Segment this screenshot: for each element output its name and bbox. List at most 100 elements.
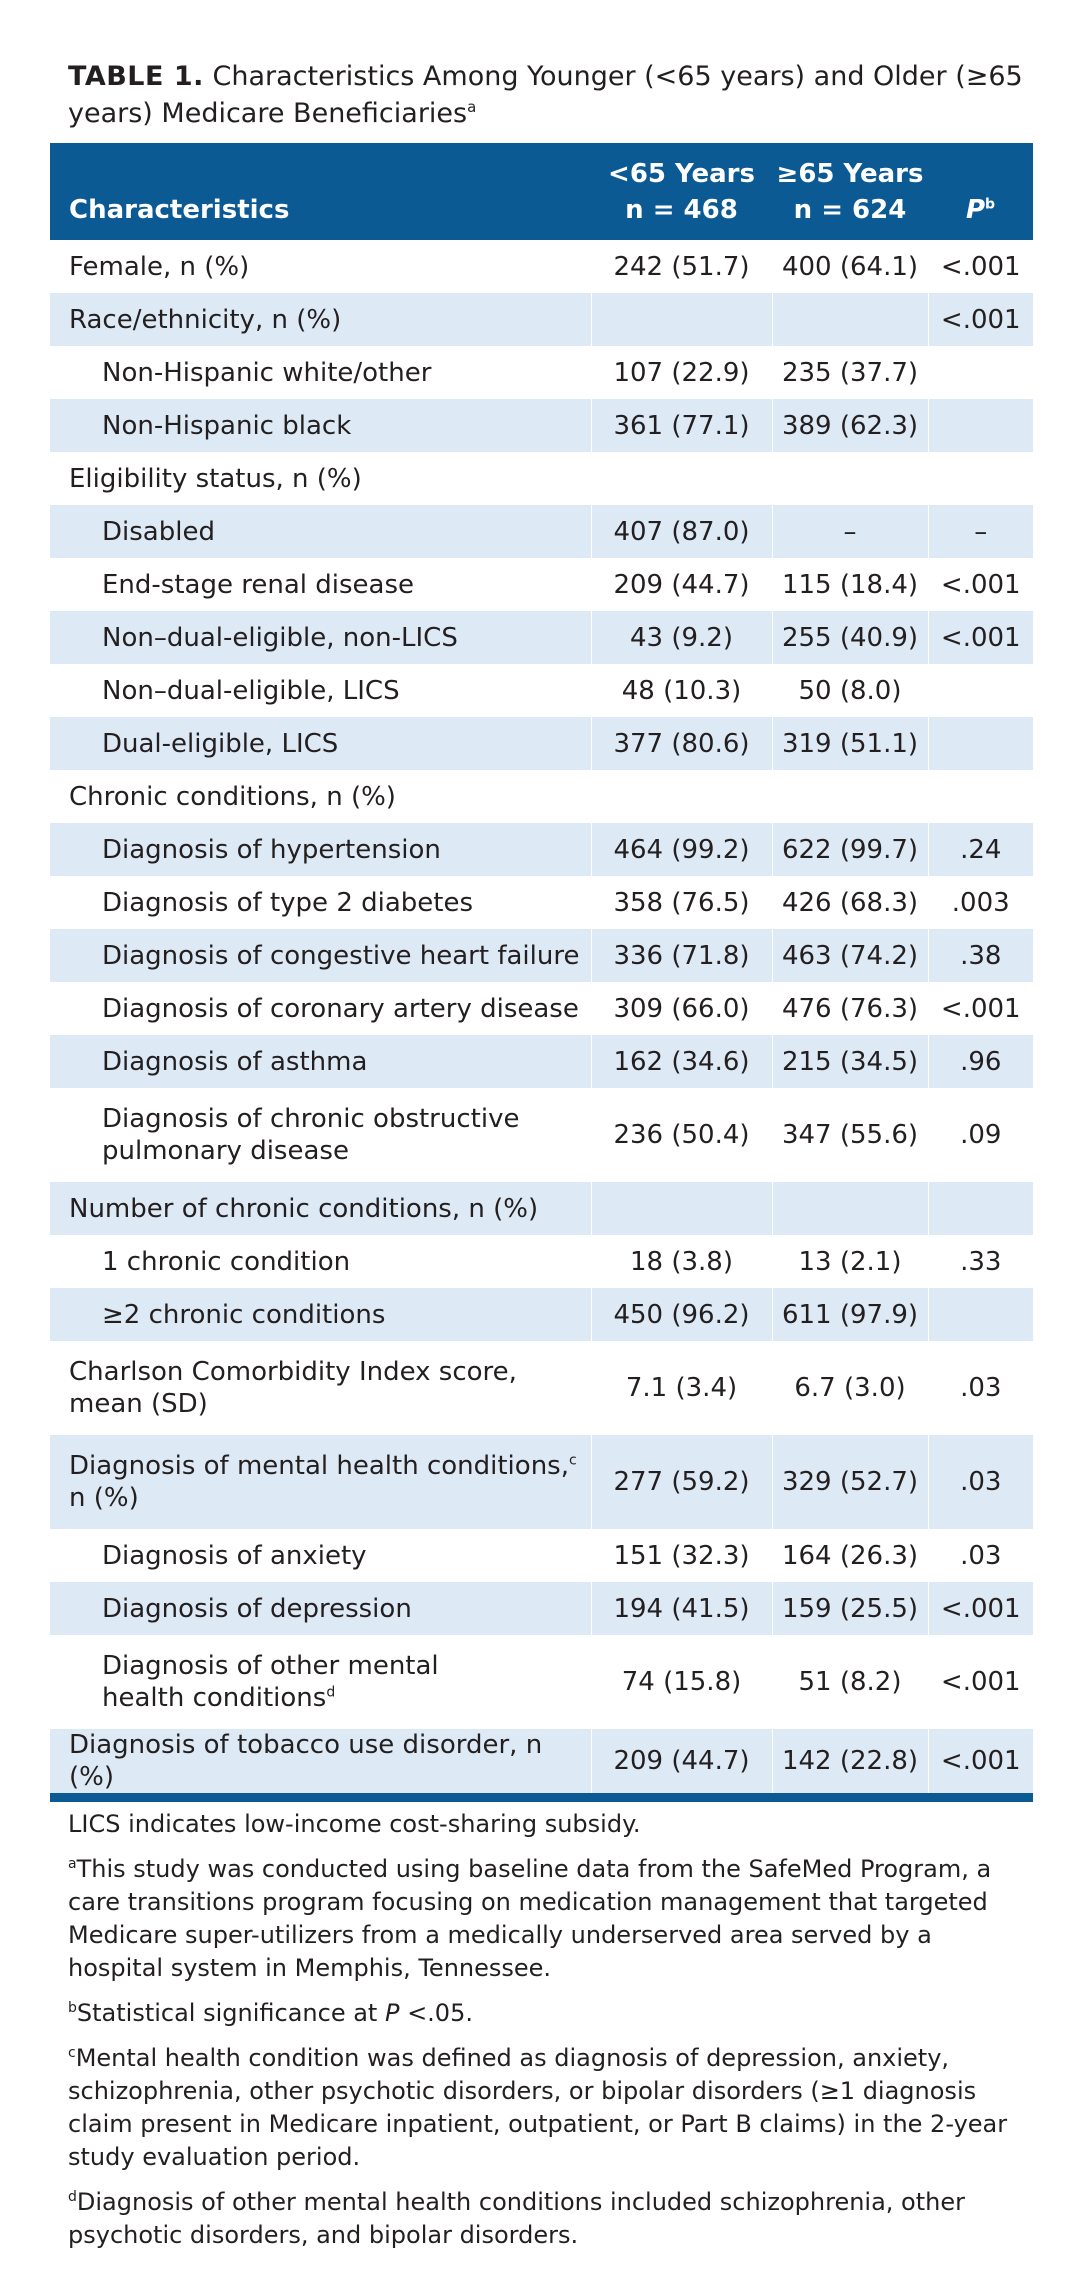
cell-under-65: 336 (71.8) bbox=[591, 929, 773, 982]
table-row: Diagnosis of chronic obstructive pulmonar… bbox=[50, 1088, 1033, 1182]
cell-65-plus: 319 (51.1) bbox=[772, 717, 929, 770]
cell-65-plus: – bbox=[772, 505, 929, 558]
footnote-d: dDiagnosis of other mental health condit… bbox=[68, 2188, 965, 2249]
cell-under-65: 407 (87.0) bbox=[591, 505, 773, 558]
row-label: Diagnosis of type 2 diabetes bbox=[50, 876, 592, 929]
cell-65-plus: 255 (40.9) bbox=[772, 611, 929, 664]
cell-65-plus bbox=[772, 770, 929, 823]
cell-under-65: 151 (32.3) bbox=[591, 1529, 773, 1582]
table-row: Race/ethnicity, n (%) <.001 bbox=[50, 293, 1033, 346]
cell-65-plus bbox=[772, 293, 929, 346]
cell-under-65: 74 (15.8) bbox=[591, 1635, 773, 1729]
footnote-b: bStatistical significance at P <.05. bbox=[68, 1999, 473, 2027]
cell-p-value bbox=[928, 346, 1033, 399]
cell-p-value: .33 bbox=[960, 1246, 1002, 1277]
cell-65-plus: 142 (22.8) bbox=[772, 1729, 929, 1802]
cell-p-value bbox=[928, 452, 1033, 505]
cell-65-plus: 159 (25.5) bbox=[772, 1582, 929, 1635]
cell-under-65: 361 (77.1) bbox=[591, 399, 773, 452]
table-row: Diagnosis of congestive heart failure 336… bbox=[50, 929, 1033, 982]
cell-p-value bbox=[928, 1288, 1033, 1341]
cell-p-value: .003 bbox=[951, 887, 1010, 918]
table-row: Eligibility status, n (%) bbox=[50, 452, 1033, 505]
cell-p-value: – bbox=[974, 516, 988, 547]
cell-65-plus: 476 (76.3) bbox=[772, 982, 929, 1035]
table-row: Diagnosis of mental health conditions,c n… bbox=[50, 1435, 1033, 1529]
cell-65-plus: 426 (68.3) bbox=[772, 876, 929, 929]
table-row: Dual-eligible, LICS 377 (80.6) 319 (51.1) bbox=[50, 717, 1033, 770]
cell-p-value: <.001 bbox=[940, 251, 1021, 282]
row-label: Number of chronic conditions, n (%) bbox=[50, 1182, 592, 1235]
table-body: Female, n (%) 242 (51.7) 400 (64.1) <.001 Ra… bbox=[50, 240, 1033, 1802]
cell-under-65: 358 (76.5) bbox=[591, 876, 773, 929]
table-row: Diagnosis of other mental health conditio… bbox=[50, 1635, 1033, 1729]
row-label: Non-Hispanic white/other bbox=[50, 346, 592, 399]
row-label: Female, n (%) bbox=[50, 240, 592, 293]
cell-under-65: 7.1 (3.4) bbox=[591, 1341, 773, 1435]
table-row: Chronic conditions, n (%) bbox=[50, 770, 1033, 823]
row-label: Diagnosis of hypertension bbox=[50, 823, 592, 876]
table-title: Characteristics Among Younger (<65 years… bbox=[68, 61, 1023, 129]
cell-under-65 bbox=[591, 1182, 773, 1235]
table-row: Non-Hispanic black 361 (77.1) 389 (62.3) bbox=[50, 399, 1033, 452]
cell-p-value bbox=[928, 1182, 1033, 1235]
row-label: ≥2 chronic conditions bbox=[50, 1288, 592, 1341]
table-row: Diagnosis of coronary artery disease 309 … bbox=[50, 982, 1033, 1035]
footnote-a: aThis study was conducted using baseline… bbox=[68, 1855, 992, 1982]
row-label: End-stage renal disease bbox=[50, 558, 592, 611]
table-row: Disabled 407 (87.0) – – bbox=[50, 505, 1033, 558]
cell-65-plus: 622 (99.7) bbox=[772, 823, 929, 876]
characteristics-table: Characteristics <65 Years n = 468 ≥65 Yea… bbox=[50, 143, 1033, 1802]
table-row: Diagnosis of type 2 diabetes 358 (76.5) 42… bbox=[50, 876, 1033, 929]
cell-p-value bbox=[928, 399, 1033, 452]
table-row: Number of chronic conditions, n (%) bbox=[50, 1182, 1033, 1235]
cell-under-65: 43 (9.2) bbox=[591, 611, 773, 664]
cell-under-65: 194 (41.5) bbox=[591, 1582, 773, 1635]
cell-65-plus: 50 (8.0) bbox=[772, 664, 929, 717]
cell-under-65: 309 (66.0) bbox=[591, 982, 773, 1035]
cell-65-plus: 13 (2.1) bbox=[772, 1235, 929, 1288]
row-label: 1 chronic condition bbox=[50, 1235, 592, 1288]
cell-65-plus: 235 (37.7) bbox=[772, 346, 929, 399]
row-label: Chronic conditions, n (%) bbox=[50, 770, 592, 823]
header-65-plus: ≥65 Years n = 624 bbox=[776, 159, 924, 225]
cell-under-65: 236 (50.4) bbox=[591, 1088, 773, 1182]
cell-p-value: .38 bbox=[960, 940, 1002, 971]
table-row: Charlson Comorbidity Index score, mean (S… bbox=[50, 1341, 1033, 1435]
cell-p-value: .24 bbox=[960, 834, 1002, 865]
cell-under-65 bbox=[591, 770, 773, 823]
cell-p-value bbox=[928, 664, 1033, 717]
row-label: Disabled bbox=[50, 505, 592, 558]
table-header: Characteristics <65 Years n = 468 ≥65 Yea… bbox=[50, 143, 1033, 240]
cell-65-plus: 51 (8.2) bbox=[772, 1635, 929, 1729]
cell-65-plus: 347 (55.6) bbox=[772, 1088, 929, 1182]
table-row: Diagnosis of tobacco use disorder, n (%)… bbox=[50, 1729, 1033, 1802]
row-label: Diagnosis of chronic obstructive pulmonar… bbox=[50, 1088, 592, 1182]
cell-65-plus: 463 (74.2) bbox=[772, 929, 929, 982]
cell-p-value: .03 bbox=[960, 1373, 1002, 1403]
cell-p-value: .96 bbox=[960, 1046, 1002, 1077]
table-footnotes: LICS indicates low-income cost-sharing s… bbox=[68, 1808, 1008, 2264]
header-under-65: <65 Years n = 468 bbox=[608, 159, 755, 225]
cell-p-value: <.001 bbox=[940, 993, 1021, 1024]
cell-p-value: .03 bbox=[960, 1540, 1002, 1571]
cell-under-65: 242 (51.7) bbox=[591, 240, 773, 293]
row-label: Diagnosis of tobacco use disorder, n (%) bbox=[50, 1729, 592, 1802]
cell-under-65: 107 (22.9) bbox=[591, 346, 773, 399]
cell-65-plus: 115 (18.4) bbox=[772, 558, 929, 611]
caption-footnote-marker: a bbox=[467, 98, 477, 116]
table-row: Non–dual-eligible, non-LICS 43 (9.2) 255 (… bbox=[50, 611, 1033, 664]
cell-65-plus: 400 (64.1) bbox=[772, 240, 929, 293]
table-row: Diagnosis of depression 194 (41.5) 159 (25… bbox=[50, 1582, 1033, 1635]
row-label: Non–dual-eligible, LICS bbox=[50, 664, 592, 717]
row-label: Diagnosis of asthma bbox=[50, 1035, 592, 1088]
table-row: 1 chronic condition 18 (3.8) 13 (2.1) .33 bbox=[50, 1235, 1033, 1288]
header-p-value: Pb bbox=[965, 195, 996, 225]
cell-under-65: 162 (34.6) bbox=[591, 1035, 773, 1088]
row-label: Non–dual-eligible, non-LICS bbox=[50, 611, 592, 664]
cell-65-plus bbox=[772, 452, 929, 505]
footnote-lics: LICS indicates low-income cost-sharing s… bbox=[68, 1810, 641, 1838]
cell-65-plus: 6.7 (3.0) bbox=[772, 1341, 929, 1435]
cell-p-value: .09 bbox=[960, 1120, 1002, 1150]
cell-under-65: 450 (96.2) bbox=[591, 1288, 773, 1341]
